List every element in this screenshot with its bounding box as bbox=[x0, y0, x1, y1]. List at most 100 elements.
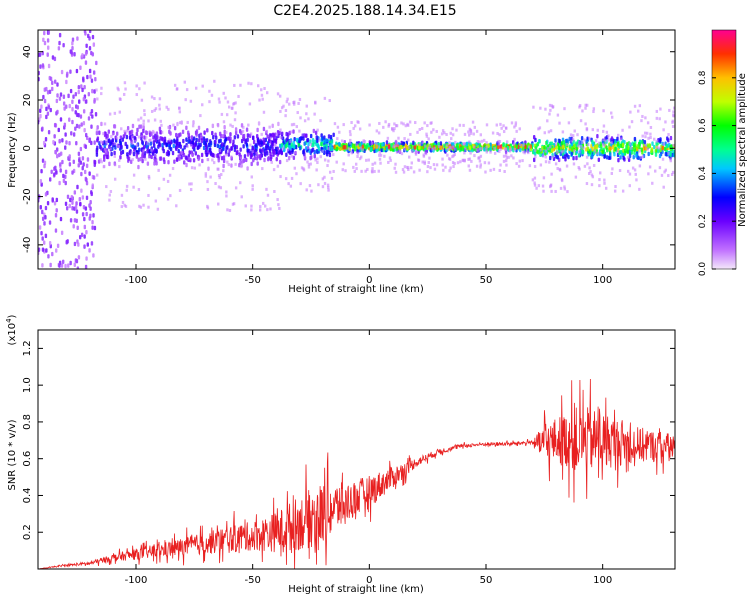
spectrogram-cell bbox=[76, 184, 79, 190]
spectrogram-cell bbox=[53, 172, 56, 177]
spectrogram-halo-cell bbox=[476, 149, 479, 153]
spectrogram-halo-cell bbox=[610, 111, 613, 115]
spectrogram-halo-cell bbox=[110, 135, 113, 139]
spectrogram-cell bbox=[100, 146, 103, 151]
spectrogram-cell bbox=[64, 263, 67, 269]
spectrogram-halo-cell bbox=[185, 88, 189, 92]
spectrogram-cell bbox=[44, 192, 48, 197]
spectrogram-halo-cell bbox=[239, 83, 242, 87]
spectrogram-cell bbox=[87, 116, 91, 121]
spectrogram-cell bbox=[81, 195, 85, 200]
spectrogram-cell bbox=[632, 142, 636, 148]
spectrogram-cell bbox=[65, 140, 68, 145]
spectrogram-halo-cell bbox=[250, 82, 253, 86]
spectrogram-halo-cell bbox=[242, 125, 245, 129]
spectrogram-halo-cell bbox=[168, 173, 172, 177]
spectrogram-cell bbox=[264, 152, 267, 157]
spectrogram-halo-cell bbox=[470, 159, 473, 163]
spectrogram-halo-cell bbox=[262, 110, 266, 114]
spectrogram-cell bbox=[286, 142, 289, 148]
spectrogram-cell bbox=[51, 197, 54, 202]
spectrogram-halo-cell bbox=[357, 120, 360, 124]
spectrogram-halo-cell bbox=[582, 146, 585, 150]
spectrogram-cell bbox=[93, 225, 97, 231]
spectrogram-halo-cell bbox=[147, 174, 151, 178]
spectrogram-halo-cell bbox=[292, 122, 296, 126]
spectrogram-halo-cell bbox=[286, 97, 289, 101]
spectrogram-halo-cell bbox=[234, 162, 237, 166]
spectrogram-cell bbox=[230, 146, 233, 151]
spectrogram-halo-cell bbox=[364, 169, 367, 173]
spectrogram-cell bbox=[502, 142, 505, 147]
spectrogram-cell bbox=[402, 141, 405, 146]
spectrogram-halo-cell bbox=[592, 163, 596, 167]
spectrogram-cell bbox=[329, 134, 333, 140]
spectrogram-cell bbox=[280, 131, 284, 137]
spectrogram-cell bbox=[614, 146, 617, 152]
spectrogram-halo-cell bbox=[276, 92, 280, 96]
spectrogram-halo-cell bbox=[435, 163, 439, 167]
spectrogram-halo-cell bbox=[548, 103, 552, 107]
spectrogram-halo-cell bbox=[249, 143, 252, 147]
spectrogram-halo-cell bbox=[147, 176, 151, 180]
spectrogram-halo-cell bbox=[603, 178, 606, 182]
spectrogram-halo-cell bbox=[199, 114, 202, 118]
spectrogram-cell bbox=[65, 206, 69, 211]
spectrogram-cell bbox=[225, 146, 228, 151]
spectrogram-cell bbox=[175, 157, 179, 162]
snr-y-tick-label: 1.2 bbox=[22, 340, 33, 356]
spectrogram-halo-cell bbox=[167, 125, 170, 129]
spectrogram-cell bbox=[236, 149, 239, 155]
spectrogram-cell bbox=[605, 145, 608, 150]
spectrogram-cell bbox=[149, 141, 153, 146]
spectrogram-halo-cell bbox=[251, 187, 254, 191]
spectrogram-cell bbox=[76, 266, 80, 269]
spectrogram-halo-cell bbox=[353, 124, 357, 128]
spectrogram-halo-cell bbox=[239, 156, 242, 160]
spectrogram-cell bbox=[278, 159, 282, 165]
spectrogram-cell bbox=[489, 146, 492, 151]
spectrogram-halo-cell bbox=[401, 168, 405, 172]
spectrogram-cell bbox=[44, 205, 48, 211]
spectrogram-y-tick-label: -20 bbox=[22, 188, 33, 204]
snr-panel: -100 -50 0 50 100 0.20.40.60.81.01.2 Height … bbox=[5, 314, 676, 595]
spectrogram-halo-cell bbox=[662, 142, 665, 146]
spectrogram-halo-cell bbox=[393, 122, 396, 126]
spectrogram-halo-cell bbox=[159, 119, 162, 123]
spectrogram-cell bbox=[609, 152, 612, 157]
spectrogram-cell bbox=[183, 145, 186, 150]
spectrogram-halo-cell bbox=[586, 162, 589, 166]
spectrogram-cell bbox=[256, 161, 259, 166]
spectrogram-cell bbox=[381, 142, 384, 147]
spectrogram-halo-cell bbox=[448, 157, 452, 161]
spectrogram-cell bbox=[84, 60, 88, 65]
spectrogram-halo-cell bbox=[280, 136, 283, 140]
spectrogram-cell bbox=[199, 142, 202, 148]
spectrogram-cell bbox=[228, 148, 231, 153]
spectrogram-halo-cell bbox=[220, 173, 223, 177]
spectrogram-cell bbox=[575, 155, 578, 161]
spectrogram-halo-cell bbox=[468, 168, 472, 172]
spectrogram-halo-cell bbox=[154, 154, 157, 158]
spectrogram-cell bbox=[292, 129, 295, 134]
spectrogram-halo-cell bbox=[251, 184, 254, 188]
spectrogram-cell bbox=[80, 84, 83, 89]
spectrogram-cell bbox=[53, 122, 57, 128]
spectrogram-halo-cell bbox=[581, 141, 584, 145]
spectrogram-cell bbox=[246, 133, 250, 138]
spectrogram-halo-cell bbox=[260, 93, 264, 97]
spectrogram-cell bbox=[216, 153, 219, 159]
spectrogram-halo-cell bbox=[585, 103, 589, 107]
spectrogram-cell bbox=[515, 144, 518, 149]
spectrogram-halo-cell bbox=[349, 133, 352, 137]
spectrogram-halo-cell bbox=[607, 134, 610, 138]
spectrogram-cell bbox=[152, 140, 156, 145]
spectrogram-cell bbox=[181, 129, 185, 135]
spectrogram-halo-cell bbox=[503, 170, 506, 174]
spectrogram-cell bbox=[262, 126, 266, 132]
spectrogram-halo-cell bbox=[638, 149, 641, 153]
spectrogram-halo-cell bbox=[533, 181, 536, 185]
spectrogram-cell bbox=[219, 133, 223, 139]
spectrogram-halo-cell bbox=[139, 158, 143, 162]
spectrogram-halo-cell bbox=[647, 172, 650, 176]
